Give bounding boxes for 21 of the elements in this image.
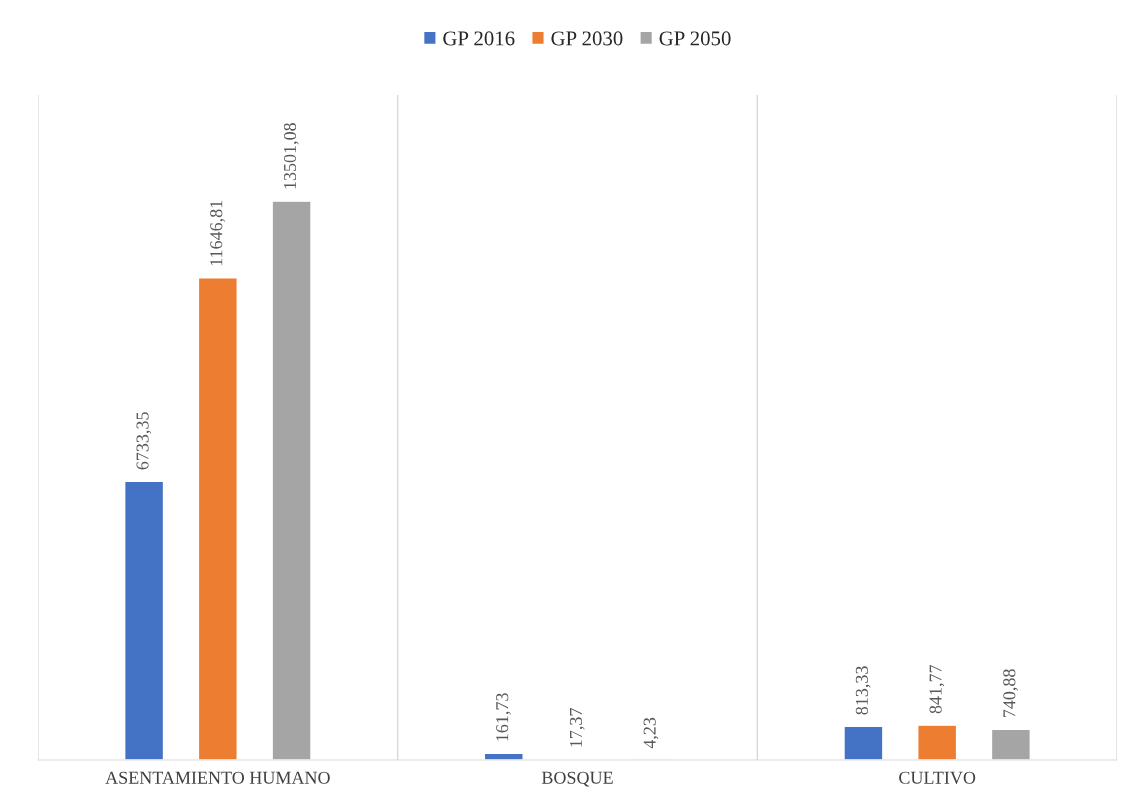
bar xyxy=(843,725,884,760)
data-label: 13501,08 xyxy=(283,123,299,189)
bar xyxy=(123,480,165,760)
x-tick-label: BOSQUE xyxy=(541,771,613,787)
bar xyxy=(917,724,958,760)
x-tick-label: ASENTAMIENTO HUMANO xyxy=(105,771,330,784)
legend-label: GP 2030 xyxy=(551,31,623,46)
data-label: 813,33 xyxy=(855,666,871,715)
legend-label: GP 2050 xyxy=(659,31,731,46)
data-label: 740,88 xyxy=(1003,669,1019,718)
data-label: 161,73 xyxy=(496,693,511,741)
legend-label: GP 2016 xyxy=(443,31,515,46)
data-label: 4,23 xyxy=(643,717,659,749)
data-label: 17,37 xyxy=(569,708,585,747)
x-tick-label: CULTIVO xyxy=(899,771,976,784)
data-label: 6733,35 xyxy=(136,412,152,470)
bar xyxy=(197,277,238,760)
bar xyxy=(990,728,1032,760)
bar xyxy=(271,200,312,760)
data-label: 841,77 xyxy=(929,664,945,714)
data-label: 11646,81 xyxy=(210,200,225,266)
